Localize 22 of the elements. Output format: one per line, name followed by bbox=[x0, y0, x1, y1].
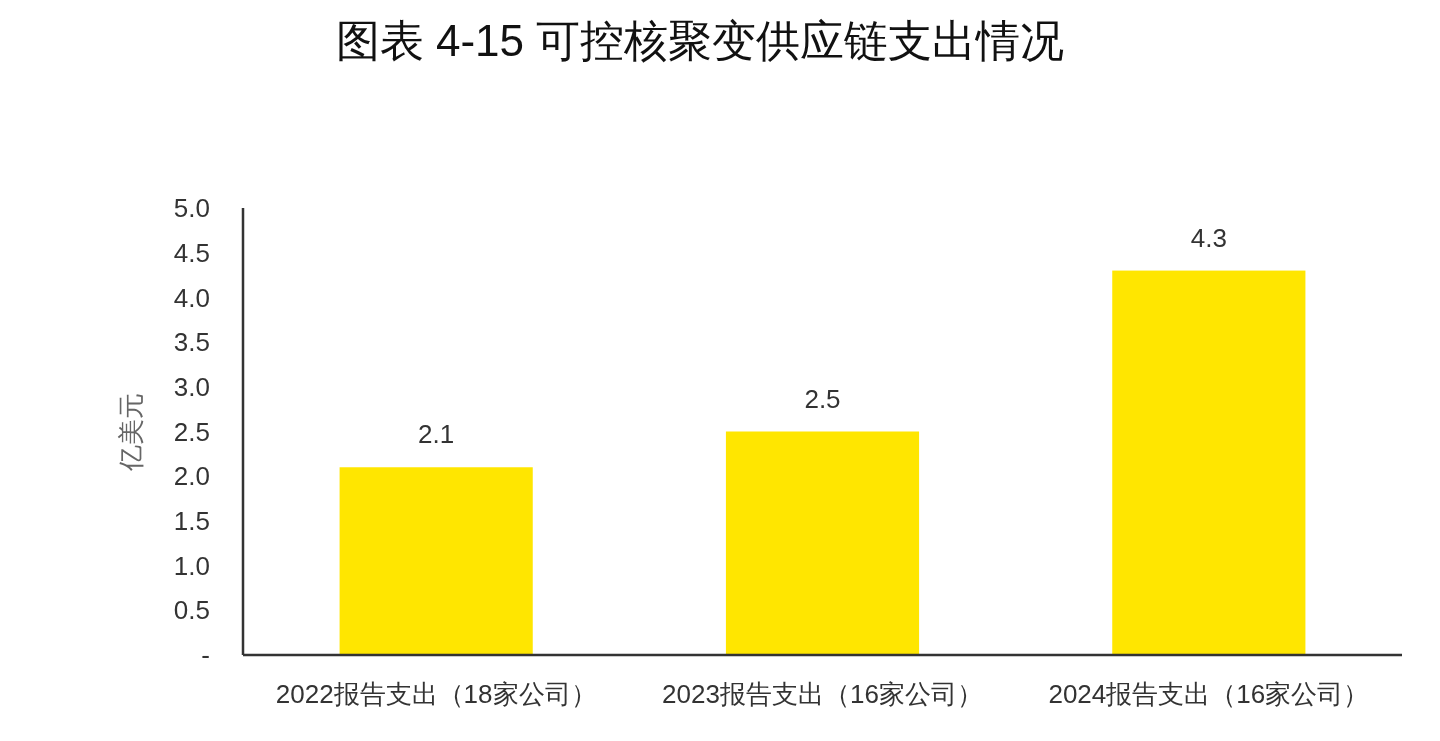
bar bbox=[1112, 270, 1306, 655]
y-tick-label: 2.0 bbox=[173, 461, 210, 492]
chart-title: 图表 4-15 可控核聚变供应链支出情况 bbox=[335, 16, 1065, 65]
bar bbox=[725, 431, 920, 655]
y-tick-label: 0.5 bbox=[173, 595, 210, 626]
y-tick-label: 1.5 bbox=[173, 506, 210, 536]
data-label: 4.3 bbox=[1190, 222, 1227, 253]
y-tick-label: 1.0 bbox=[173, 550, 210, 581]
y-tick-label: 3.0 bbox=[173, 371, 210, 402]
x-tick-label: 2024报告支出（16家公司） bbox=[1048, 679, 1370, 709]
bar bbox=[339, 467, 533, 655]
y-tick-label: - bbox=[201, 640, 210, 671]
x-tick-label: 2022报告支出（18家公司） bbox=[275, 679, 597, 709]
y-tick-label: 4.0 bbox=[173, 282, 210, 313]
data-label: 2.1 bbox=[418, 419, 455, 450]
y-tick-label: 3.5 bbox=[173, 327, 210, 358]
y-tick-label: 5.0 bbox=[173, 193, 210, 224]
y-tick-label: 2.5 bbox=[173, 416, 210, 447]
y-axis-title: 亿美元 bbox=[116, 392, 146, 472]
data-label: 2.5 bbox=[804, 383, 841, 414]
x-tick-label: 2023报告支出（16家公司） bbox=[662, 679, 983, 709]
y-tick-label: 4.5 bbox=[173, 237, 210, 268]
